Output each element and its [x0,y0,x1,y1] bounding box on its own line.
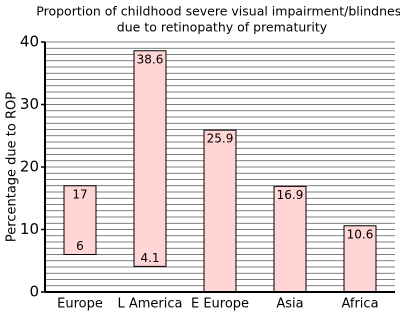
y-tick-label: 40 [20,33,39,51]
bar [63,185,97,255]
x-tick-label: L America [118,297,183,312]
value-label: 38.6 [137,52,164,66]
y-tick-label: 10 [20,220,39,238]
bar [203,129,237,293]
y-tick-label: 30 [20,95,39,113]
bar [133,50,167,267]
y-tick-label: 0 [29,283,39,301]
y-axis-label: Percentage due to ROP [5,92,20,242]
value-label: 25.9 [207,132,234,146]
value-label: 16.9 [277,188,304,202]
value-label: 10.6 [347,227,374,241]
value-label: 6 [76,239,84,253]
value-label: 4.1 [140,251,159,265]
bar [343,225,377,293]
x-tick-label: Asia [276,297,303,312]
x-tick-label: E Europe [191,297,249,312]
y-tick-label: 20 [20,158,39,176]
x-tick-label: Europe [57,297,103,312]
chart-subtitle: due to retinopathy of prematurity [117,20,328,35]
x-tick-label: Africa [341,297,378,312]
value-label: 17 [72,187,87,201]
bar [273,185,307,293]
chart-title: Proportion of childhood severe visual im… [36,4,400,19]
